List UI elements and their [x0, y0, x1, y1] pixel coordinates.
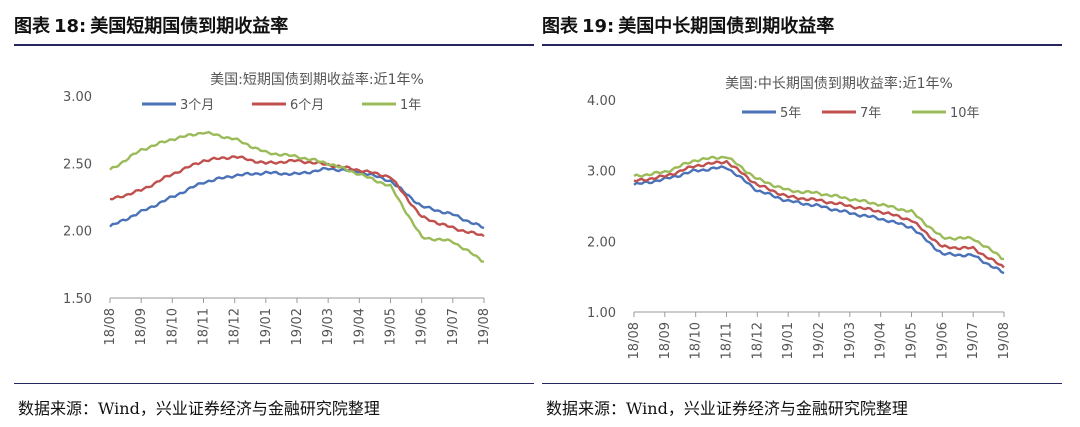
title-divider — [542, 44, 1062, 46]
series-line — [110, 157, 484, 237]
short-term-yield-chart: 美国:短期国债到期收益率:近1年% 3.00 2.50 2.00 1.50 18/08 18… — [14, 52, 534, 372]
figure-19-panel: 图表 19: 美国中长期国债到期收益率 美国:中长期国债到期收益率:近1年% 4.00… — [542, 0, 1066, 427]
x-tick-label: 19/04 — [874, 322, 889, 359]
figure-label: 图表 — [542, 16, 578, 37]
y-tick-label: 2.00 — [587, 235, 616, 250]
figure-title-text: 美国中长期国债到期收益率 — [618, 16, 834, 37]
title-divider — [14, 44, 534, 46]
x-tick-label: 19/02 — [290, 308, 305, 345]
figure-label: 图表 — [14, 16, 50, 37]
y-tick-label: 2.50 — [63, 157, 92, 172]
legend-label: 6个月 — [290, 98, 324, 113]
legend-label: 10年 — [950, 106, 980, 121]
legend-label: 5年 — [780, 106, 801, 121]
x-tick-label: 18/11 — [720, 322, 735, 359]
data-source: 数据来源：Wind，兴业证券经济与金融研究院整理 — [546, 395, 908, 419]
figure-number: 19: — [582, 16, 614, 37]
x-tick-label: 18/08 — [103, 308, 118, 345]
x-tick-label: 19/06 — [935, 322, 950, 359]
source-divider — [542, 383, 1062, 384]
y-tick-label: 2.00 — [63, 225, 92, 240]
chart-title: 美国:中长期国债到期收益率:近1年% — [725, 75, 953, 92]
x-tick-label: 19/03 — [321, 308, 336, 345]
x-tick-label: 18/11 — [197, 308, 212, 345]
legend-label: 7年 — [860, 106, 881, 121]
legend-label: 3个月 — [180, 98, 214, 113]
chart-title: 美国:短期国债到期收益率:近1年% — [210, 71, 424, 88]
x-tick-label: 19/01 — [259, 308, 274, 345]
x-tick-label: 19/05 — [384, 308, 399, 345]
x-tick-label: 19/06 — [415, 308, 430, 345]
source-divider — [14, 383, 534, 384]
series-line — [634, 166, 1004, 273]
long-term-yield-chart: 美国:中长期国债到期收益率:近1年% 4.00 3.00 2.00 1.00 18/08 1… — [542, 52, 1062, 372]
figure-18-panel: 图表 18: 美国短期国债到期收益率 美国:短期国债到期收益率:近1年% 3.00 2.… — [14, 0, 538, 427]
x-tick-label: 18/12 — [750, 322, 765, 359]
x-tick-label: 18/08 — [627, 322, 642, 359]
y-tick-label: 1.00 — [587, 306, 616, 321]
data-source: 数据来源：Wind，兴业证券经济与金融研究院整理 — [18, 395, 380, 419]
x-tick-label: 18/12 — [228, 308, 243, 345]
y-tick-label: 3.00 — [587, 165, 616, 180]
x-tick-label: 19/05 — [905, 322, 920, 359]
x-tick-label: 19/04 — [352, 308, 367, 345]
figure-title: 图表 18: 美国短期国债到期收益率 — [14, 12, 534, 38]
x-tick-label: 18/09 — [658, 322, 673, 359]
figure-title-text: 美国短期国债到期收益率 — [90, 16, 288, 37]
series-line — [110, 132, 484, 262]
x-tick-label: 18/10 — [165, 308, 180, 345]
figure-title: 图表 19: 美国中长期国债到期收益率 — [542, 12, 1062, 38]
x-tick-label: 18/09 — [134, 308, 149, 345]
figure-number: 18: — [54, 16, 86, 37]
x-tick-label: 19/02 — [812, 322, 827, 359]
x-tick-label: 19/01 — [781, 322, 796, 359]
x-tick-label: 19/07 — [966, 322, 981, 359]
x-tick-label: 19/08 — [477, 308, 492, 345]
series-line — [634, 161, 1004, 267]
y-tick-label: 4.00 — [587, 94, 616, 109]
y-tick-label: 3.00 — [63, 90, 92, 105]
x-tick-label: 19/07 — [446, 308, 461, 345]
x-tick-label: 19/08 — [997, 322, 1012, 359]
legend-label: 1年 — [400, 98, 421, 113]
x-tick-label: 18/10 — [689, 322, 704, 359]
x-tick-label: 19/03 — [843, 322, 858, 359]
y-tick-label: 1.50 — [63, 292, 92, 307]
